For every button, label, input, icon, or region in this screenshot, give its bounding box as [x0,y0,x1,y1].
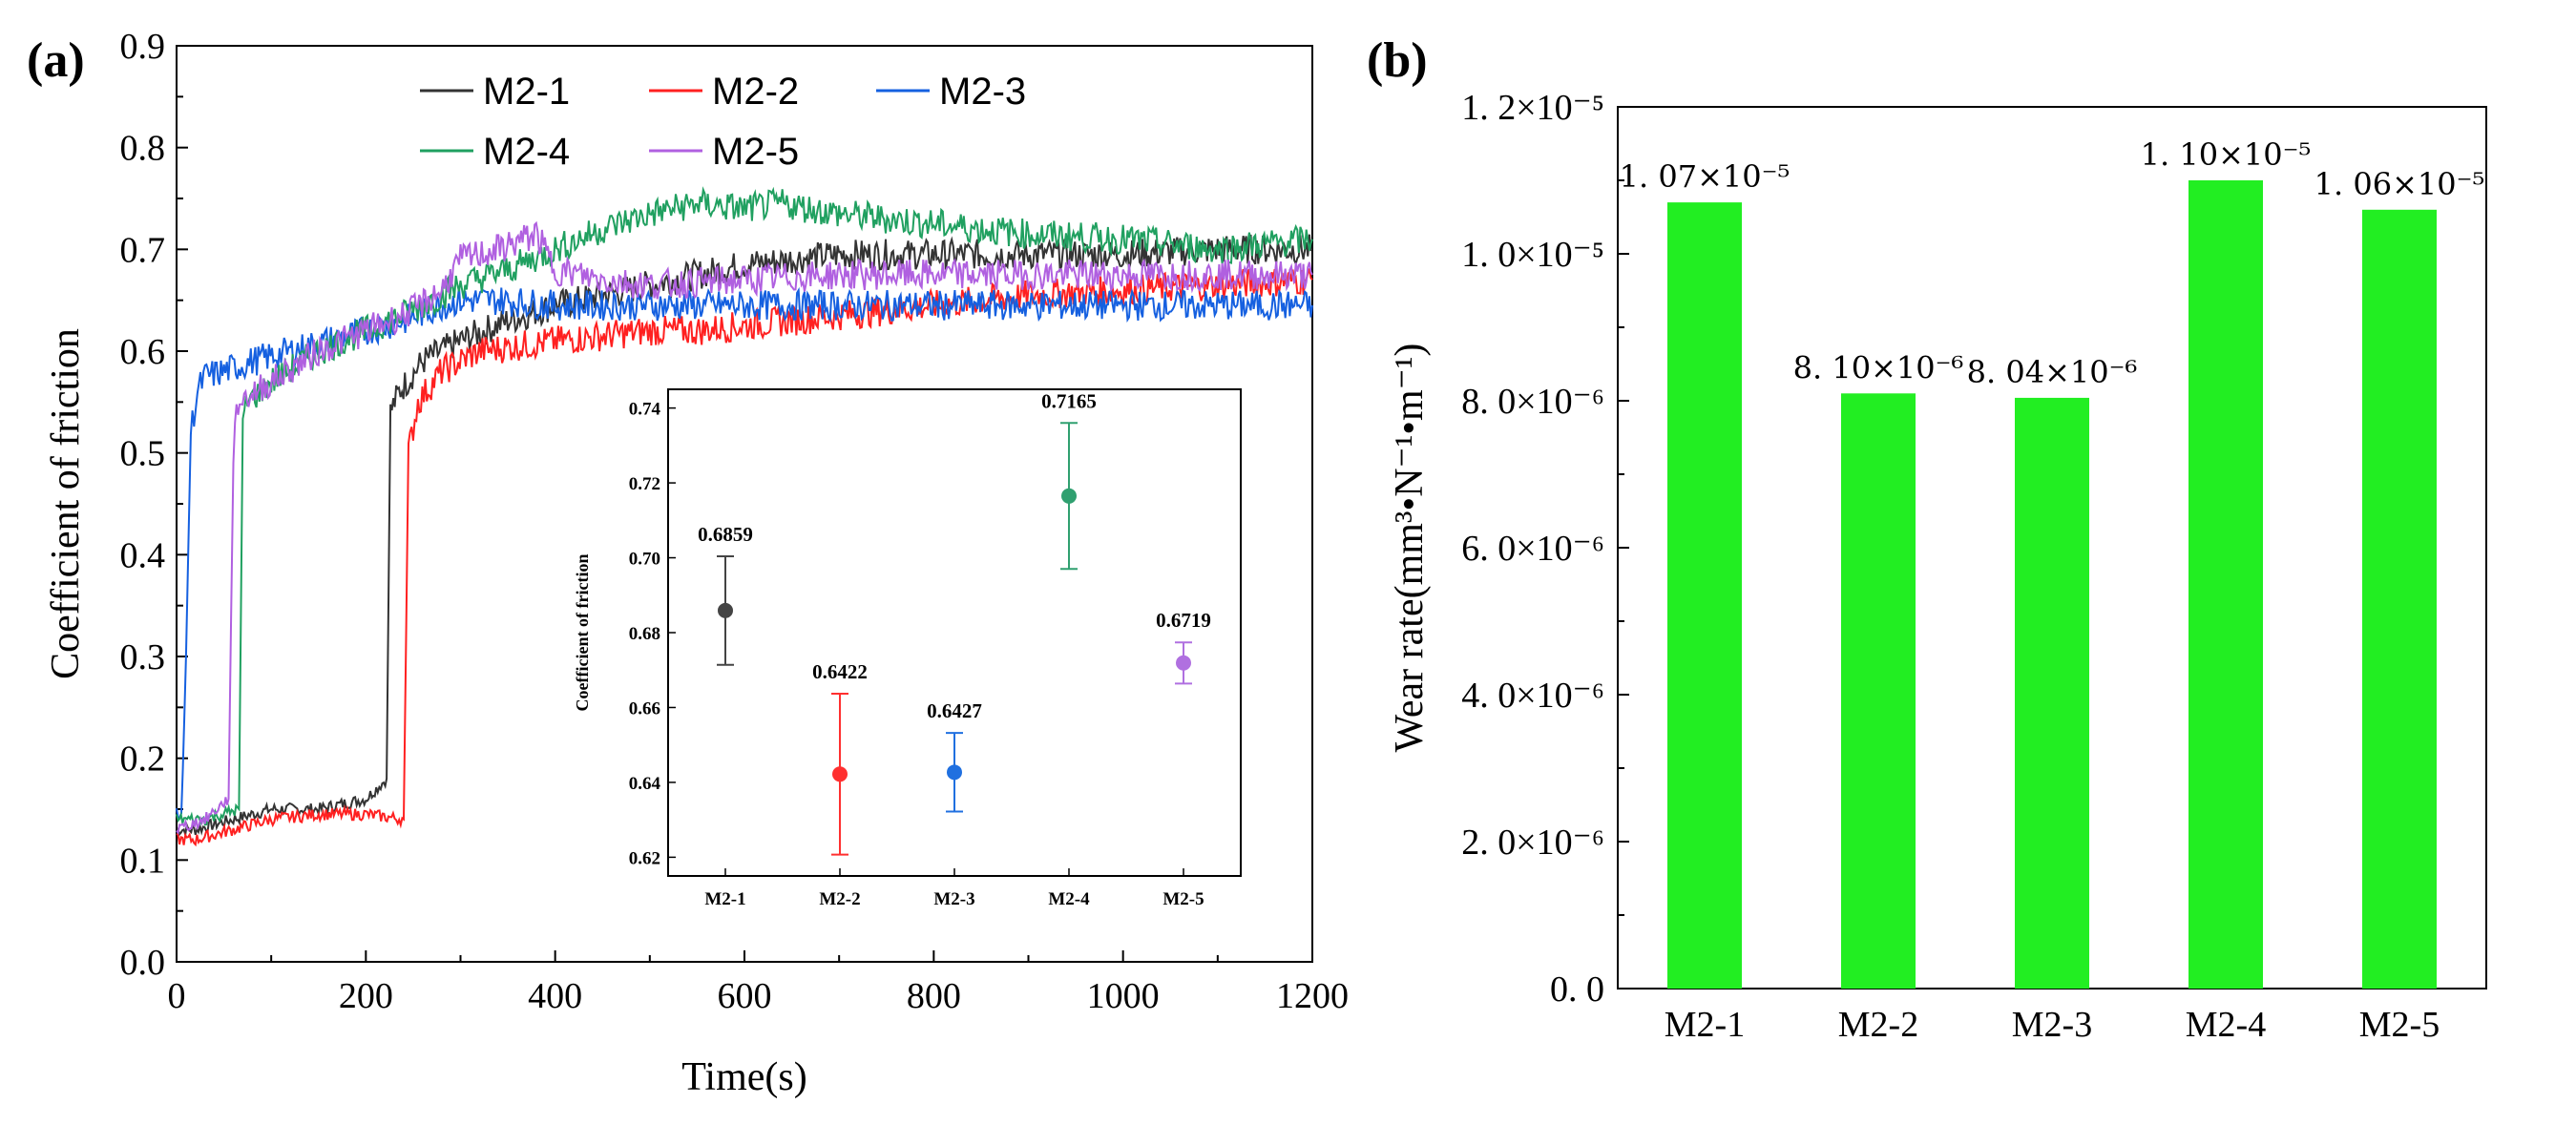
bar-m2-5 [2362,209,2437,990]
panel-a-y-tick-label: 0.5 [120,434,166,474]
inset-value-label: 0.6719 [1156,609,1211,632]
inset-y-axis-label: Coefficient of friction [573,554,592,712]
inset-y-tick-label: 0.72 [629,474,660,494]
series-line-m2-2 [176,267,1313,847]
bar-value-label: 1. 07×10⁻⁵ [1620,158,1791,195]
inset-x-tick-label: M2-5 [1162,889,1204,909]
panel-b-y-tick-label: 1. 2×10⁻⁵ [1461,88,1604,128]
inset-x-tick-label: M2-3 [933,889,974,909]
panel-a-label: (a) [27,33,85,88]
legend-label-m2-5: M2-5 [712,131,799,173]
panel-a-y-tick-label: 0.6 [120,332,166,372]
panel-b-y-tick-label: 8. 0×10⁻⁶ [1461,382,1604,422]
bar-m2-4 [2189,180,2263,989]
panel-a-axes: 0.0 0.1 0.2 0.3 0.4 0.5 0.6 0.7 0.8 0.9 0 200 400 600… [120,27,1350,1016]
bar-m2-2 [1841,393,1916,989]
inset-mean-point [947,764,962,781]
panel-b-y-tick-label: 1. 0×10⁻⁵ [1461,235,1604,275]
panel-b-y-tick-label: 4. 0×10⁻⁶ [1461,676,1604,716]
panel-a-x-axis-label: Time(s) [681,1055,806,1099]
bar-value-label: 8. 10×10⁻⁶ [1793,349,1964,385]
bar-m2-3 [2015,397,2089,989]
panel-b-y-tick-label: 2. 0×10⁻⁶ [1461,823,1604,863]
inset-y-tick-label: 0.70 [629,550,660,570]
legend-label-m2-3: M2-3 [939,71,1026,113]
panel-a-y-tick-label: 0.7 [120,230,166,270]
legend-label-m2-4: M2-4 [483,131,570,173]
panel-a-x-tick-label: 600 [718,976,772,1016]
panel-b-label: (b) [1367,33,1428,88]
panel-a-y-tick-label: 0.4 [120,535,166,575]
inset-y-tick-label: 0.66 [629,698,660,719]
panel-b-x-tick-label: M2-2 [1838,1005,1918,1045]
panel-a-series-lines [176,186,1313,847]
series-line-m2-5 [176,220,1313,836]
panel-a-y-tick-label: 0.2 [120,740,166,780]
inset-x-tick-label: M2-4 [1048,889,1090,909]
inset-value-label: 0.7165 [1041,389,1097,412]
panel-b-x-tick-label: M2-1 [1665,1005,1745,1045]
panel-b-y-tick-label: 0. 0 [1550,969,1604,1010]
inset-mean-point [1176,655,1191,671]
panel-b-x-tick-label: M2-3 [2012,1005,2092,1045]
legend-label-m2-1: M2-1 [483,71,570,113]
panel-b-y-axis-label: Wear rate(mm³•N⁻¹•m⁻¹) [1388,344,1432,753]
panel-a-y-tick-label: 0.8 [120,129,166,169]
panel-a-x-tick-label: 200 [339,976,393,1016]
panel-b-y-tick-label: 6. 0×10⁻⁶ [1461,529,1604,569]
bar-value-label: 1. 06×10⁻⁵ [2314,166,2485,202]
panel-b-x-tick-label: M2-4 [2186,1005,2266,1045]
inset-mean-point [1061,488,1077,504]
inset-y-tick-label: 0.68 [629,624,660,644]
series-line-m2-4 [176,186,1313,827]
panel-a-x-tick-label: 400 [528,976,582,1016]
inset-mean-point [718,602,733,618]
panel-b-bar-chart: (b) 0. 0 2. 0×10⁻⁶ 4. 0×10⁻⁶ 6. 0×10⁻⁶ 8. 0×… [1367,33,2487,1045]
inset-x-tick-label: M2-2 [819,889,860,909]
inset-y-tick-label: 0.74 [629,400,661,420]
inset-value-label: 0.6859 [698,523,753,546]
panel-a-x-tick-label: 0 [168,976,186,1016]
inset-y-tick-label: 0.64 [629,774,661,794]
inset-value-label: 0.6422 [812,660,868,683]
legend-label-m2-2: M2-2 [712,71,799,113]
panel-b-x-tick-label: M2-5 [2359,1005,2440,1045]
panel-a-y-axis-label: Coefficient of friction [44,328,88,679]
bar-value-label: 1. 10×10⁻⁵ [2141,136,2312,173]
panel-a-y-tick-label: 0.0 [120,943,166,983]
panel-a-x-tick-label: 1000 [1087,976,1160,1016]
inset-value-label: 0.6427 [927,699,982,722]
panel-a-x-tick-label: 800 [907,976,961,1016]
panel-a-x-tick-label: 1200 [1276,976,1349,1016]
panel-a-y-tick-label: 0.3 [120,637,166,677]
panel-b-axes: 0. 0 2. 0×10⁻⁶ 4. 0×10⁻⁶ 6. 0×10⁻⁶ 8. 0×10⁻⁶… [1461,88,2487,1045]
inset-y-tick-label: 0.62 [629,848,660,868]
panel-a-legend: M2-1 M2-2 M2-3 M2-4 M2-5 [420,71,1026,173]
panel-b-bars: 1. 07×10⁻⁵ 8. 10×10⁻⁶ 8. 04×10⁻⁶ 1. 10×10⁻⁵… [1620,136,2485,990]
bar-m2-1 [1667,202,1742,990]
bar-value-label: 8. 04×10⁻⁶ [1967,354,2138,390]
panel-a-y-tick-label: 0.9 [120,27,166,67]
panel-a-y-tick-label: 0.1 [120,841,166,881]
inset-x-tick-label: M2-1 [704,889,745,909]
panel-a-inset-chart: 0.62 0.64 0.66 0.68 0.70 0.72 0.74 M2-1 0.6859 M2… [629,388,1242,909]
panel-a-line-chart: (a) 0.0 0.1 0.2 0.3 0.4 0.5 0.6 0.7 0.8 0.9 0 200 40… [27,27,1349,1099]
inset-mean-point [832,766,848,782]
